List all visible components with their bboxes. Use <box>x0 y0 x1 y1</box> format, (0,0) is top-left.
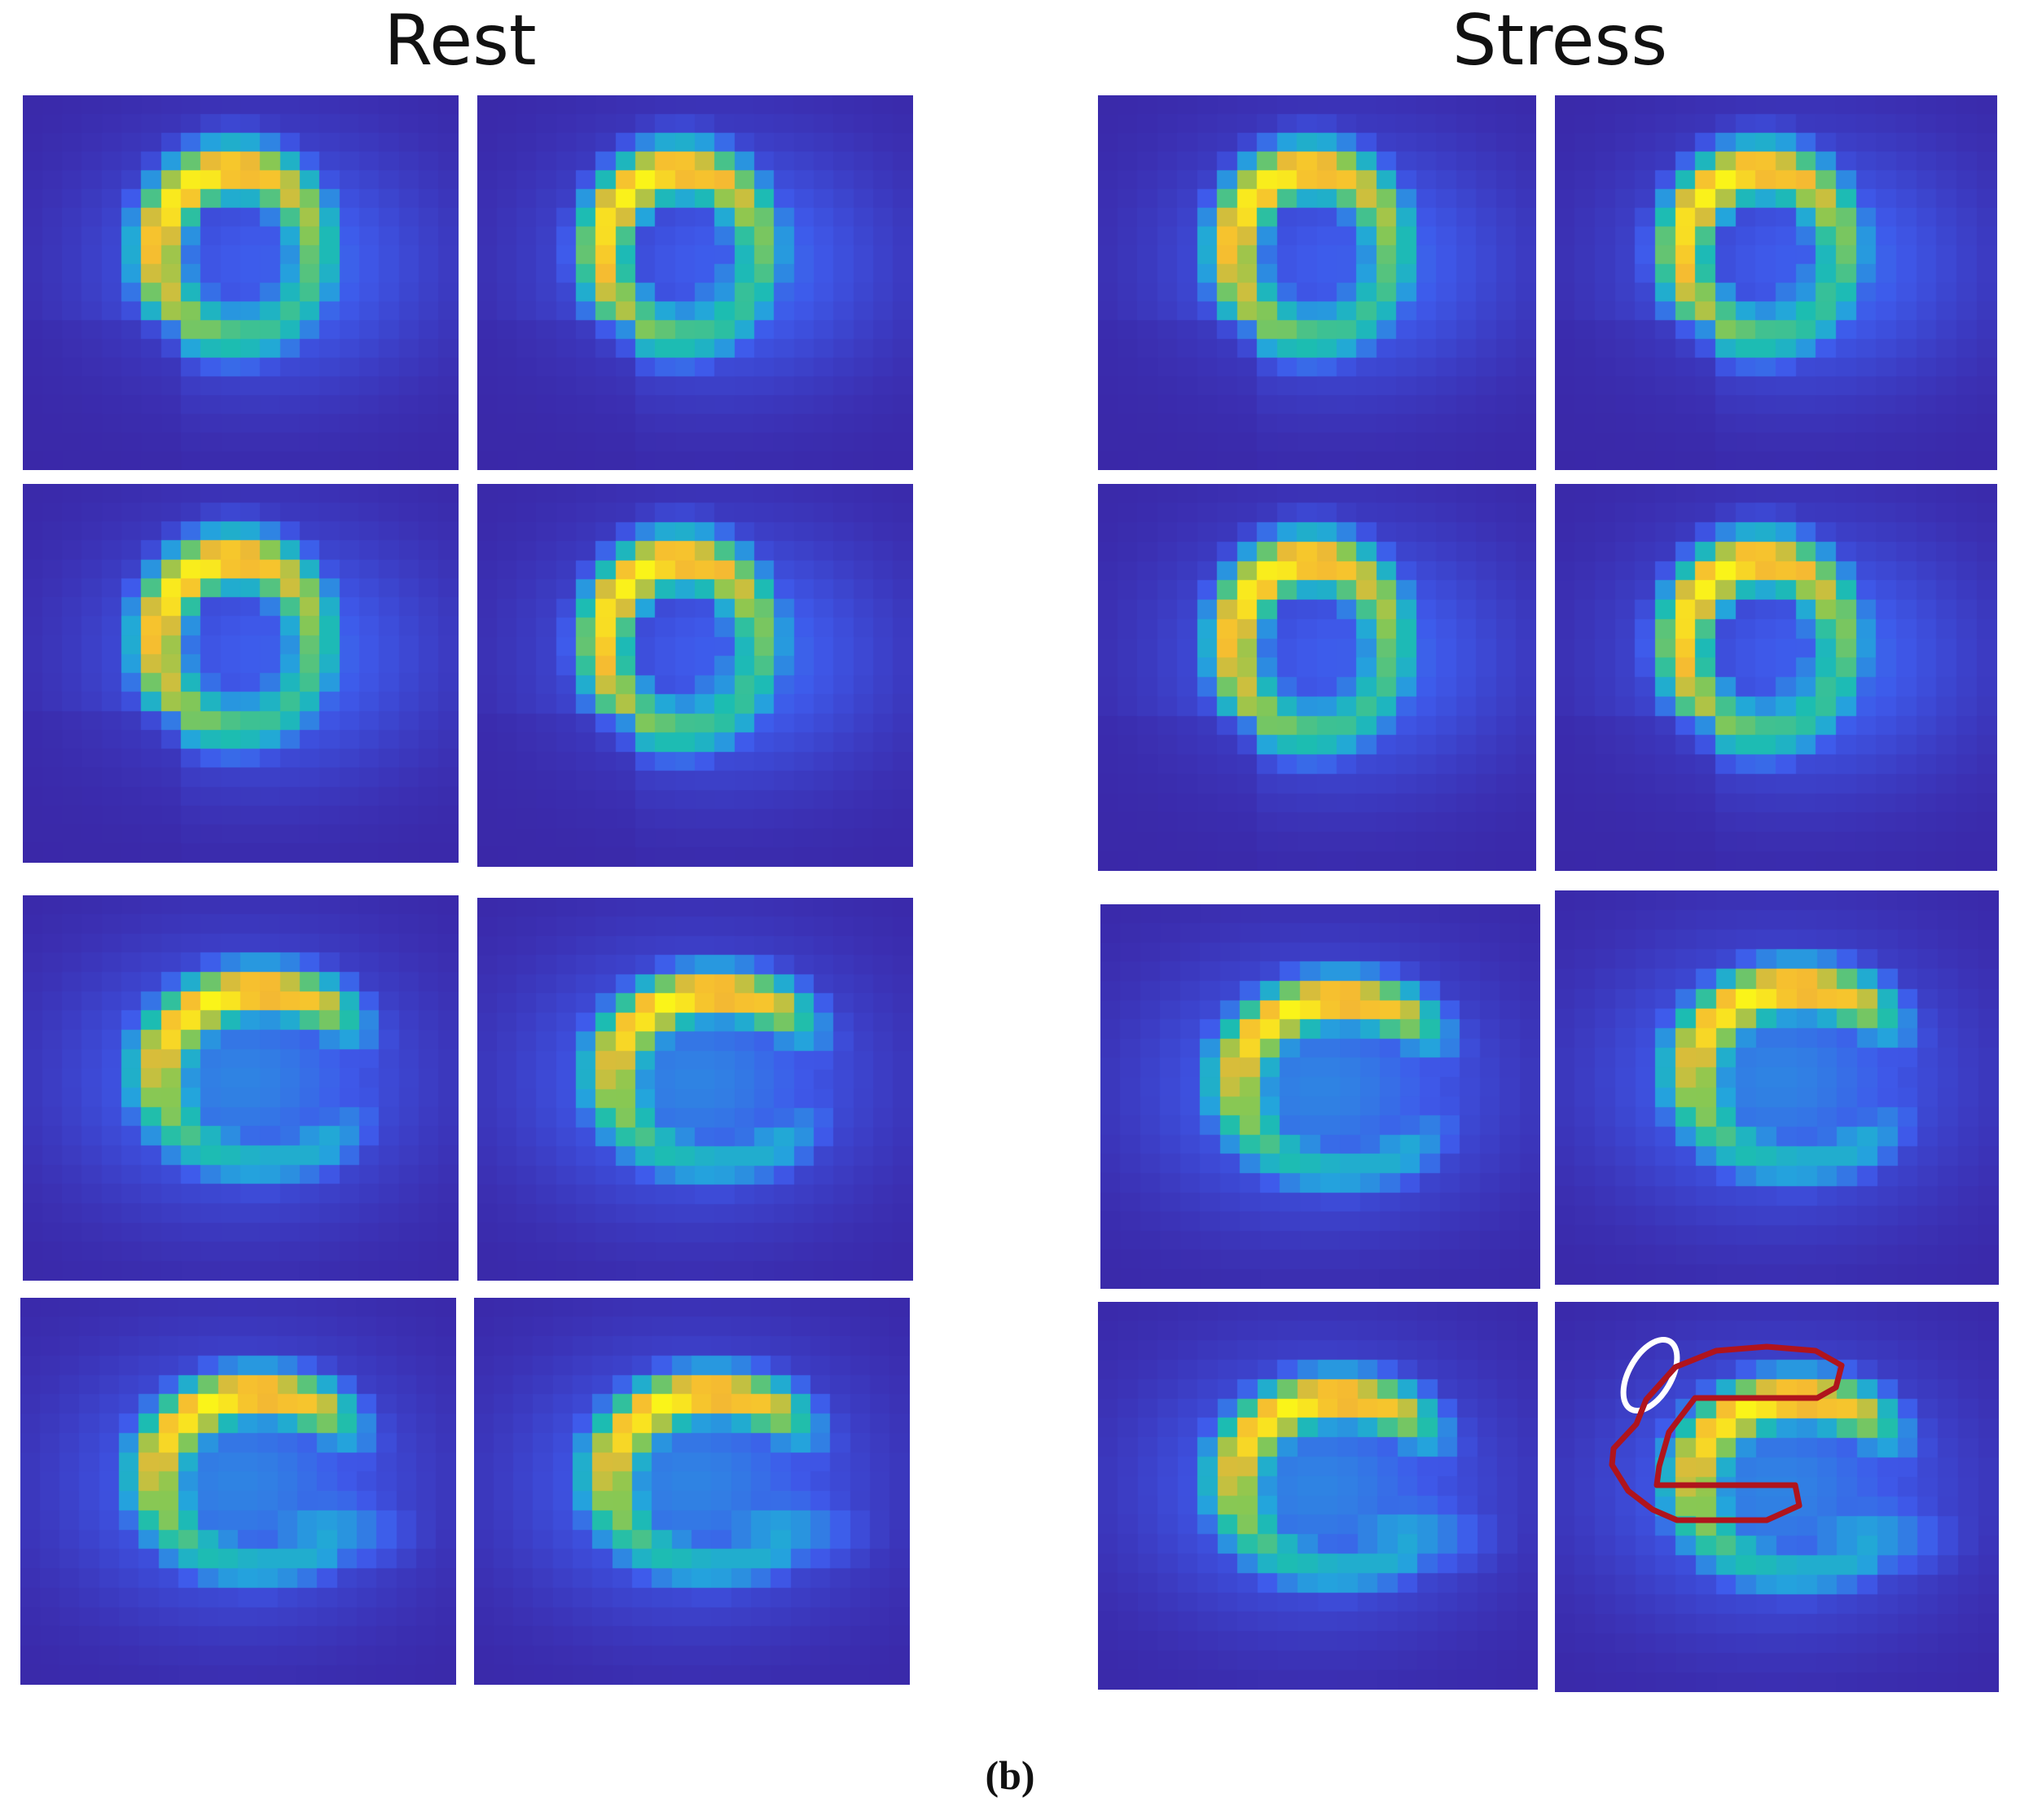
rest-panel-8 <box>474 1298 910 1685</box>
stress-panel-7 <box>1098 1302 1538 1690</box>
stress-panel-6 <box>1555 890 1999 1285</box>
stress-panel-8 <box>1555 1302 1999 1692</box>
rest-panel-7 <box>20 1298 456 1685</box>
stress-panel-4 <box>1555 484 1997 871</box>
rest-panel-3 <box>23 484 459 863</box>
stress-panel-1 <box>1098 95 1536 470</box>
stress-panel-5 <box>1100 904 1540 1289</box>
stress-panel-3 <box>1098 484 1536 871</box>
figure-caption: (b) <box>985 1752 1035 1798</box>
stress-panel-2 <box>1555 95 1997 470</box>
rest-heading: Rest <box>384 0 537 81</box>
rest-panel-4 <box>477 484 913 867</box>
rest-panel-5 <box>23 895 459 1281</box>
rest-panel-2 <box>477 95 913 470</box>
rest-panel-1 <box>23 95 459 470</box>
rest-panel-6 <box>477 898 913 1281</box>
stress-heading: Stress <box>1451 0 1668 81</box>
